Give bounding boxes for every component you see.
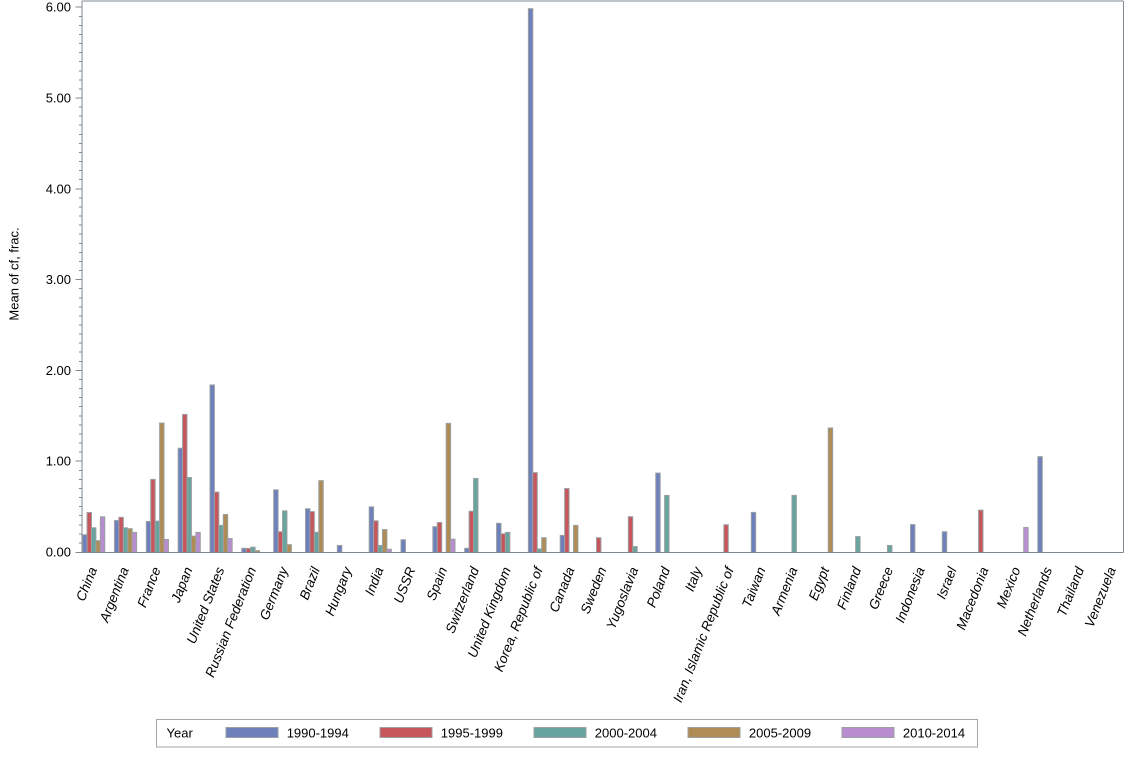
- svg-text:1990-1994: 1990-1994: [287, 726, 349, 741]
- svg-text:4.00: 4.00: [46, 181, 71, 196]
- svg-text:3.00: 3.00: [46, 272, 71, 287]
- svg-text:2000-2004: 2000-2004: [595, 726, 657, 741]
- svg-text:2005-2009: 2005-2009: [749, 726, 811, 741]
- svg-text:Year: Year: [167, 726, 194, 741]
- svg-text:5.00: 5.00: [46, 91, 71, 106]
- svg-text:6.00: 6.00: [46, 0, 71, 15]
- svg-text:0.00: 0.00: [46, 545, 71, 560]
- svg-text:1.00: 1.00: [46, 454, 71, 469]
- svg-text:2.00: 2.00: [46, 363, 71, 378]
- svg-text:1995-1999: 1995-1999: [441, 726, 503, 741]
- svg-text:Mean of cf, frac.: Mean of cf, frac.: [7, 227, 22, 320]
- svg-text:2010-2014: 2010-2014: [903, 726, 965, 741]
